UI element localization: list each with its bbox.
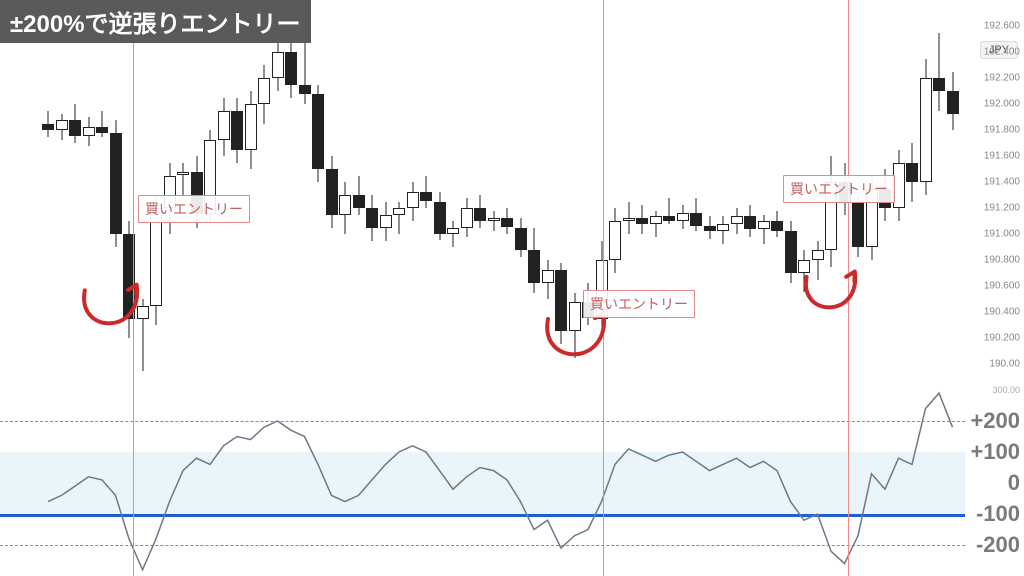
indicator-line bbox=[0, 390, 965, 576]
indicator-tick: 0 bbox=[1008, 470, 1020, 496]
candlestick bbox=[650, 0, 662, 390]
candlestick bbox=[407, 0, 419, 390]
candlestick bbox=[501, 0, 513, 390]
price-tick: 190.400 bbox=[984, 307, 1020, 318]
price-tick: 192.000 bbox=[984, 99, 1020, 110]
candlestick bbox=[285, 0, 297, 390]
candlestick bbox=[731, 0, 743, 390]
indicator-axis: +200+1000-100-200300.00 bbox=[965, 390, 1024, 576]
candlestick bbox=[420, 0, 432, 390]
candlestick bbox=[515, 0, 527, 390]
price-tick: 190.00 bbox=[989, 359, 1020, 370]
entry-label: 買いエントリー bbox=[138, 195, 250, 223]
price-tick: 191.800 bbox=[984, 125, 1020, 136]
indicator-tick: +200 bbox=[970, 408, 1020, 434]
price-pane[interactable]: 買いエントリー買いエントリー買いエントリー bbox=[0, 0, 965, 390]
indicator-tick: -100 bbox=[976, 501, 1020, 527]
candlestick bbox=[677, 0, 689, 390]
candlestick bbox=[258, 0, 270, 390]
candlestick bbox=[947, 0, 959, 390]
reversal-arrow bbox=[68, 268, 152, 352]
candlestick bbox=[704, 0, 716, 390]
candlestick bbox=[380, 0, 392, 390]
entry-label: 買いエントリー bbox=[583, 290, 695, 318]
price-tick: 190.800 bbox=[984, 255, 1020, 266]
entry-label: 買いエントリー bbox=[783, 175, 895, 203]
candlestick bbox=[758, 0, 770, 390]
candlestick bbox=[393, 0, 405, 390]
price-tick: 190.200 bbox=[984, 333, 1020, 344]
price-tick: 191.000 bbox=[984, 229, 1020, 240]
reversal-arrow bbox=[791, 256, 869, 334]
candlestick bbox=[636, 0, 648, 390]
candlestick bbox=[623, 0, 635, 390]
candlestick bbox=[366, 0, 378, 390]
candlestick bbox=[906, 0, 918, 390]
price-tick: 192.400 bbox=[984, 47, 1020, 58]
candlestick bbox=[488, 0, 500, 390]
price-tick: 191.200 bbox=[984, 203, 1020, 214]
candlestick bbox=[663, 0, 675, 390]
price-tick: 190.600 bbox=[984, 281, 1020, 292]
price-tick: 192.200 bbox=[984, 73, 1020, 84]
candlestick bbox=[56, 0, 68, 390]
candlestick bbox=[933, 0, 945, 390]
chart-title: ±200%で逆張りエントリー bbox=[0, 0, 311, 43]
candlestick bbox=[434, 0, 446, 390]
price-tick: 191.400 bbox=[984, 177, 1020, 188]
candlestick bbox=[312, 0, 324, 390]
candlestick bbox=[42, 0, 54, 390]
vertical-marker bbox=[603, 0, 604, 576]
candlestick bbox=[299, 0, 311, 390]
candlestick bbox=[920, 0, 932, 390]
candlestick bbox=[474, 0, 486, 390]
indicator-pane[interactable] bbox=[0, 390, 965, 576]
candlestick bbox=[339, 0, 351, 390]
candlestick bbox=[717, 0, 729, 390]
price-tick: 192.600 bbox=[984, 21, 1020, 32]
candlestick bbox=[744, 0, 756, 390]
indicator-tick-small: 300.00 bbox=[992, 385, 1020, 395]
candlestick bbox=[326, 0, 338, 390]
price-tick: 191.600 bbox=[984, 151, 1020, 162]
candlestick bbox=[690, 0, 702, 390]
indicator-tick: -200 bbox=[976, 532, 1020, 558]
candlestick bbox=[447, 0, 459, 390]
price-axis: 192.600 192.400 192.200 192.000 191.800 191.6… bbox=[965, 0, 1024, 390]
candlestick bbox=[461, 0, 473, 390]
indicator-tick: +100 bbox=[970, 439, 1020, 465]
candlestick bbox=[272, 0, 284, 390]
candlestick bbox=[353, 0, 365, 390]
candlestick bbox=[771, 0, 783, 390]
